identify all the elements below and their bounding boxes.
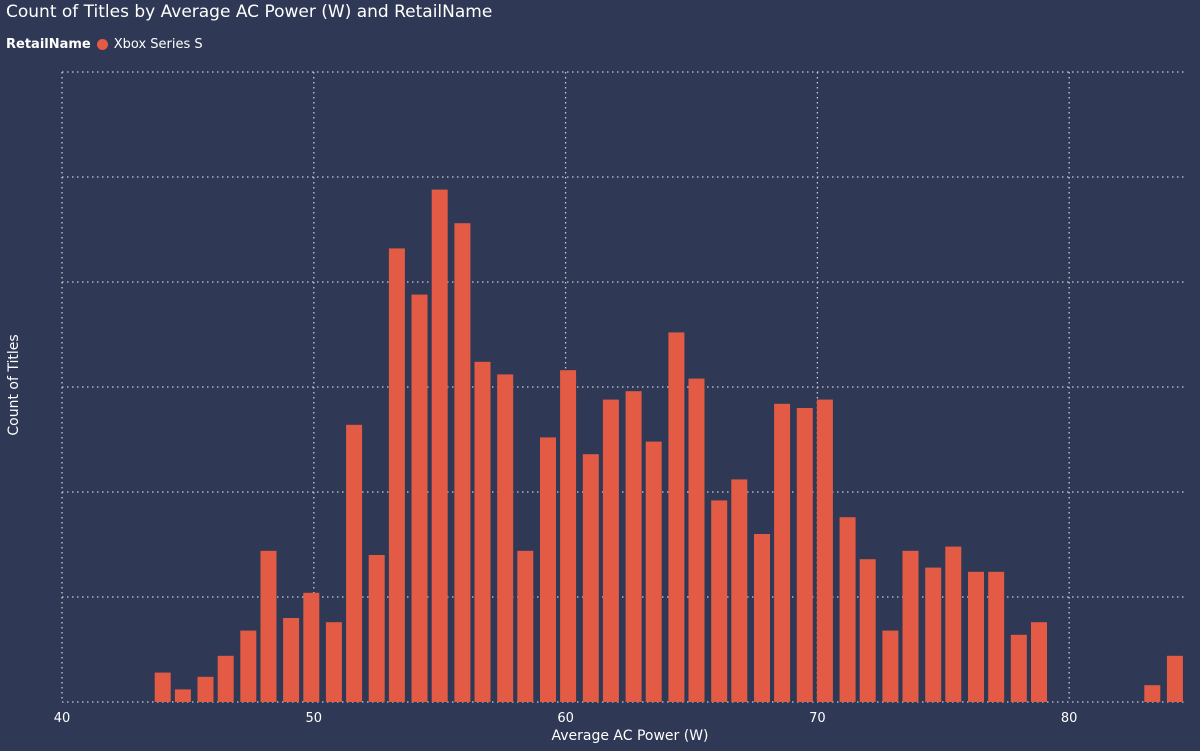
bar[interactable]: [240, 630, 257, 702]
bar[interactable]: [668, 332, 685, 702]
bar[interactable]: [517, 550, 534, 702]
bar[interactable]: [1010, 634, 1027, 702]
bar[interactable]: [540, 437, 556, 702]
bar[interactable]: [582, 454, 599, 702]
legend-title: RetailName: [6, 37, 91, 52]
bar[interactable]: [925, 567, 942, 702]
bar[interactable]: [560, 370, 577, 702]
x-tick-label: 70: [809, 711, 826, 726]
bar[interactable]: [645, 441, 662, 702]
bar[interactable]: [1166, 655, 1183, 702]
bar[interactable]: [625, 391, 642, 702]
bar[interactable]: [796, 408, 813, 702]
bar[interactable]: [388, 248, 405, 702]
bar[interactable]: [303, 592, 320, 702]
chart-title: Count of Titles by Average AC Power (W) …: [6, 2, 493, 22]
bar[interactable]: [217, 655, 234, 702]
x-tick-label: 40: [54, 711, 71, 726]
bar[interactable]: [1031, 622, 1047, 702]
bar[interactable]: [774, 403, 791, 702]
bar[interactable]: [197, 676, 214, 702]
bar[interactable]: [754, 534, 770, 702]
bar[interactable]: [839, 517, 856, 702]
x-tick-label: 80: [1061, 711, 1078, 726]
legend: RetailName Xbox Series S: [6, 37, 203, 52]
bar[interactable]: [945, 546, 962, 702]
legend-entry-label: Xbox Series S: [113, 37, 203, 52]
legend-marker: [96, 39, 108, 50]
bar[interactable]: [602, 399, 619, 702]
bar[interactable]: [154, 672, 171, 702]
bar[interactable]: [283, 618, 300, 702]
bar[interactable]: [816, 399, 833, 702]
bar[interactable]: [325, 622, 342, 702]
bar[interactable]: [260, 550, 277, 702]
bar[interactable]: [346, 424, 363, 702]
bar[interactable]: [968, 571, 984, 702]
bar[interactable]: [688, 378, 705, 702]
x-tick-label: 60: [557, 711, 574, 726]
bar[interactable]: [902, 550, 919, 702]
x-tick-label: 50: [306, 711, 323, 726]
bar[interactable]: [497, 374, 514, 702]
bar[interactable]: [368, 555, 385, 702]
x-axis-label: Average AC Power (W): [551, 728, 709, 744]
bar[interactable]: [859, 559, 876, 702]
bar[interactable]: [174, 689, 191, 702]
bar[interactable]: [431, 189, 448, 703]
bar[interactable]: [1144, 685, 1161, 702]
bar[interactable]: [731, 479, 748, 702]
bar[interactable]: [882, 630, 899, 702]
bar[interactable]: [454, 223, 471, 702]
bar[interactable]: [411, 294, 428, 702]
bar[interactable]: [474, 361, 491, 702]
bar[interactable]: [988, 571, 1005, 702]
bar[interactable]: [711, 500, 728, 702]
